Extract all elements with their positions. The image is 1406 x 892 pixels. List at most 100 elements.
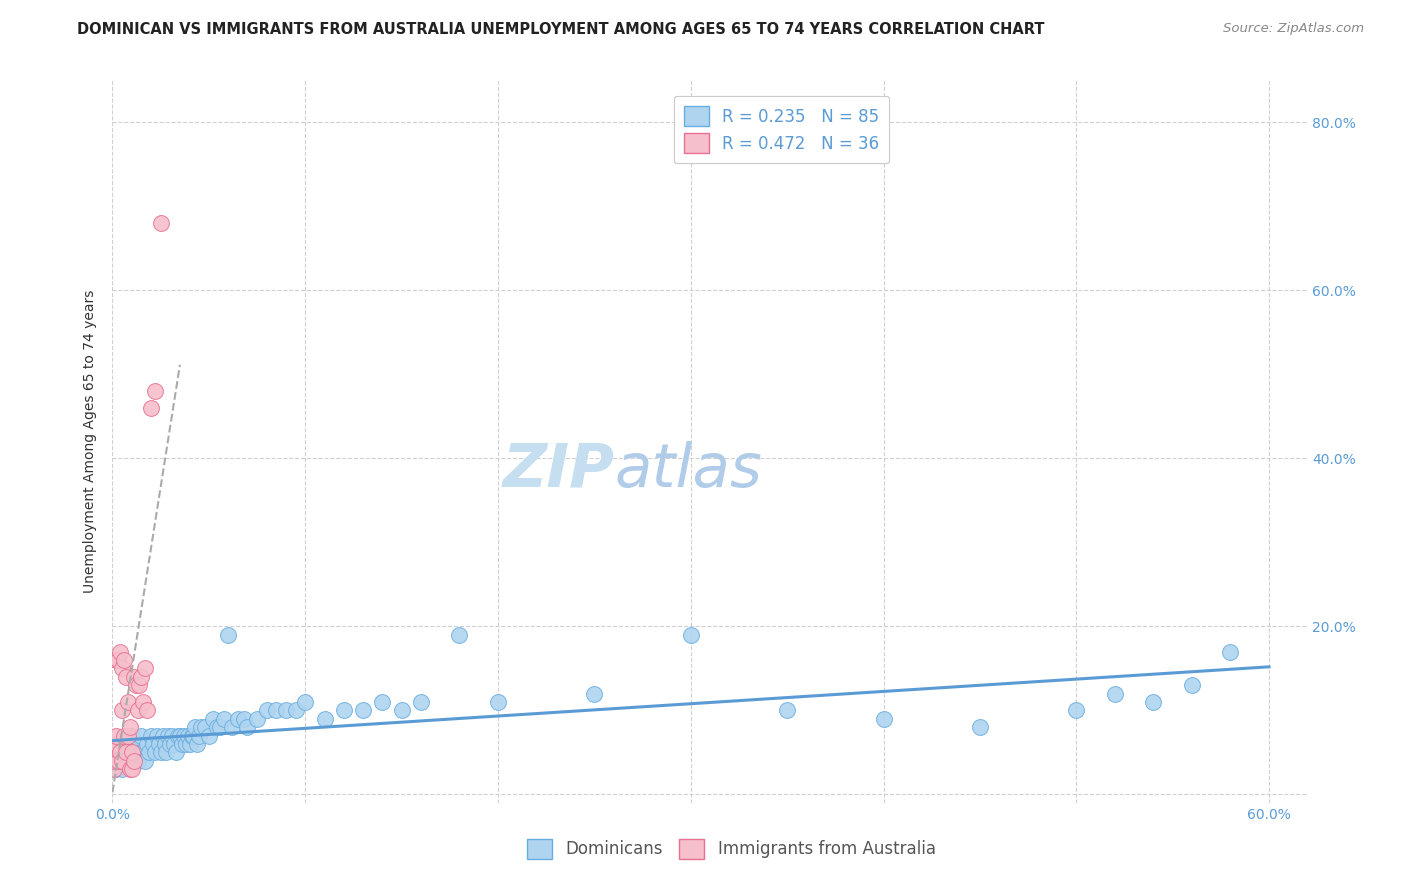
- Point: [184, 720, 207, 734]
- Point: [124, 678, 146, 692]
- Point: [183, 729, 205, 743]
- Point: [132, 745, 155, 759]
- Point: [176, 729, 198, 743]
- Point: [179, 737, 201, 751]
- Point: [107, 653, 129, 667]
- Point: [169, 729, 191, 743]
- Point: [105, 762, 128, 776]
- Point: [111, 703, 134, 717]
- Point: [190, 720, 212, 734]
- Point: [117, 729, 139, 743]
- Point: [314, 712, 336, 726]
- Point: [159, 737, 181, 751]
- Point: [131, 745, 153, 759]
- Point: [149, 745, 172, 759]
- Point: [101, 754, 124, 768]
- Point: [232, 712, 254, 726]
- Point: [776, 703, 799, 717]
- Legend: Dominicans, Immigrants from Australia: Dominicans, Immigrants from Australia: [520, 832, 942, 866]
- Point: [246, 712, 269, 726]
- Point: [409, 695, 432, 709]
- Point: [127, 754, 149, 768]
- Point: [115, 745, 138, 759]
- Point: [162, 729, 183, 743]
- Point: [391, 703, 413, 717]
- Point: [174, 737, 197, 751]
- Point: [449, 628, 471, 642]
- Point: [108, 644, 131, 658]
- Point: [679, 628, 702, 642]
- Point: [136, 703, 159, 717]
- Point: [103, 762, 125, 776]
- Point: [122, 745, 145, 759]
- Point: [108, 745, 131, 759]
- Text: ZIP: ZIP: [502, 441, 614, 500]
- Point: [486, 695, 509, 709]
- Point: [127, 703, 149, 717]
- Point: [194, 720, 217, 734]
- Point: [143, 745, 166, 759]
- Point: [122, 754, 145, 768]
- Point: [112, 653, 135, 667]
- Text: atlas: atlas: [614, 441, 762, 500]
- Point: [583, 687, 606, 701]
- Point: [128, 678, 150, 692]
- Point: [105, 729, 128, 743]
- Point: [121, 762, 143, 776]
- Point: [134, 661, 156, 675]
- Point: [139, 401, 162, 415]
- Point: [149, 216, 172, 230]
- Point: [146, 729, 169, 743]
- Point: [198, 729, 221, 743]
- Point: [103, 745, 125, 759]
- Point: [163, 737, 186, 751]
- Point: [121, 754, 143, 768]
- Point: [221, 720, 243, 734]
- Point: [1104, 687, 1126, 701]
- Point: [117, 754, 139, 768]
- Point: [117, 695, 139, 709]
- Point: [101, 745, 124, 759]
- Point: [105, 737, 128, 751]
- Point: [352, 703, 374, 717]
- Point: [128, 737, 150, 751]
- Point: [209, 720, 232, 734]
- Point: [103, 754, 125, 768]
- Point: [214, 712, 236, 726]
- Point: [118, 737, 141, 751]
- Point: [284, 703, 307, 717]
- Point: [111, 661, 134, 675]
- Point: [872, 712, 894, 726]
- Point: [111, 762, 134, 776]
- Point: [134, 754, 156, 768]
- Legend: R = 0.235   N = 85, R = 0.472   N = 36: R = 0.235 N = 85, R = 0.472 N = 36: [673, 95, 890, 163]
- Point: [205, 720, 228, 734]
- Point: [108, 745, 131, 759]
- Point: [173, 729, 195, 743]
- Point: [274, 703, 297, 717]
- Point: [136, 737, 159, 751]
- Point: [333, 703, 356, 717]
- Point: [226, 712, 249, 726]
- Point: [157, 729, 180, 743]
- Point: [1219, 644, 1241, 658]
- Point: [111, 754, 134, 768]
- Point: [107, 754, 129, 768]
- Point: [256, 703, 278, 717]
- Point: [294, 695, 316, 709]
- Point: [112, 729, 135, 743]
- Point: [371, 695, 394, 709]
- Point: [236, 720, 259, 734]
- Point: [148, 737, 170, 751]
- Y-axis label: Unemployment Among Ages 65 to 74 years: Unemployment Among Ages 65 to 74 years: [83, 290, 97, 593]
- Point: [121, 729, 143, 743]
- Point: [170, 737, 193, 751]
- Point: [122, 670, 145, 684]
- Point: [1064, 703, 1087, 717]
- Point: [186, 737, 208, 751]
- Point: [167, 729, 190, 743]
- Point: [152, 729, 174, 743]
- Point: [139, 729, 162, 743]
- Point: [969, 720, 991, 734]
- Point: [112, 754, 135, 768]
